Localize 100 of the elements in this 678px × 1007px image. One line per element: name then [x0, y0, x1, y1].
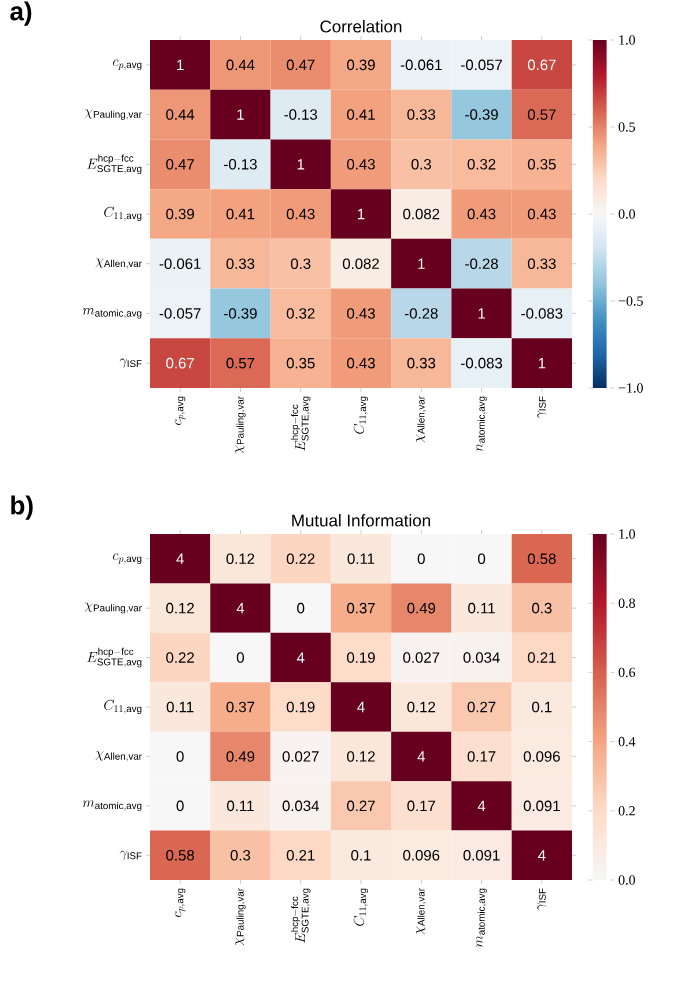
y-tick-label: $\gamma_{\mathrm{ISF}}$ — [119, 850, 142, 861]
y-tick-label: $\chi_{\mathrm{Allen,var}}$ — [95, 258, 142, 269]
data-label: 0.44 — [166, 109, 195, 120]
text: b) — [11, 495, 33, 520]
data-label: 1 — [538, 358, 546, 369]
data-label: 0.35 — [527, 158, 556, 170]
data-label: 0.35 — [286, 357, 315, 369]
color-bar-label: 0.2 — [618, 806, 635, 816]
x-tick-label: $E^{\mathrm{hcp-fcc}}_{\mathrm{SGTE,avg}}$ — [290, 888, 311, 943]
data-label: 4 — [357, 701, 365, 713]
data-label: 0.3 — [532, 602, 552, 614]
data-label: -0.083 — [461, 357, 503, 369]
data-label: 1 — [237, 109, 244, 120]
data-label: -0.083 — [521, 308, 563, 319]
data-label: -0.28 — [465, 258, 498, 269]
data-label: 1 — [478, 308, 485, 319]
data-label: -0.13 — [224, 158, 257, 170]
data-label: 4 — [417, 751, 426, 762]
x-tick-label: $\chi_{\mathrm{Allen,var}}$ — [416, 396, 427, 443]
chart-title: Correlation — [320, 20, 402, 33]
x-tick-label: $c_{p,\mathrm{avg}}$ — [174, 396, 186, 425]
data-label: 0.3 — [411, 158, 432, 170]
x-tick-label: $C_{11,\mathrm{avg}}$ — [353, 888, 368, 926]
data-label: 0.27 — [347, 800, 375, 812]
data-label: 0.43 — [286, 208, 315, 220]
data-label: 0.67 — [166, 357, 194, 369]
color-bar-label: 0.0 — [618, 875, 636, 885]
data-label: 0.33 — [527, 258, 556, 269]
color-bar-label: 0.6 — [618, 667, 636, 678]
data-label: 0.091 — [523, 800, 560, 812]
color-bar-label: 0.8 — [618, 598, 636, 608]
data-label: 0.43 — [527, 208, 556, 220]
data-label: 0.49 — [407, 602, 436, 614]
data-label: 0 — [478, 553, 486, 565]
data-label: 0 — [297, 602, 305, 614]
data-label: 0.41 — [347, 109, 375, 120]
data-label: 0 — [236, 652, 244, 663]
color-bar-label: 0.4 — [618, 736, 636, 747]
data-label: -0.061 — [159, 258, 201, 269]
color-bar-label: 1.0 — [619, 35, 636, 45]
data-label: 0.3 — [230, 850, 251, 861]
data-label: 0.47 — [166, 158, 194, 170]
data-label: 4 — [296, 652, 305, 663]
text: a) — [10, 1, 32, 26]
data-label: 0.33 — [407, 109, 436, 120]
data-label: 0.58 — [166, 850, 195, 861]
data-label: 0 — [417, 553, 425, 565]
x-tick-label: $E^{\mathrm{hcp-fcc}}_{\mathrm{SGTE,avg}}$ — [290, 396, 311, 451]
data-label: 0.58 — [527, 553, 556, 565]
data-label: 0.67 — [527, 59, 556, 71]
data-label: 0.11 — [166, 701, 194, 713]
data-label: 0.43 — [347, 357, 375, 369]
data-label: 0.33 — [407, 357, 436, 369]
data-label: 0.082 — [342, 258, 379, 269]
y-tick-label: $c_{p,\mathrm{avg}}$ — [112, 553, 142, 564]
data-label: 0.12 — [226, 553, 255, 565]
color-bar-label: 0.0 — [618, 209, 636, 219]
x-tick-label: $\chi_{\mathrm{Allen,var}}$ — [416, 888, 427, 935]
data-label: 0.44 — [226, 59, 255, 71]
data-label: 0 — [176, 800, 184, 812]
data-label: 1 — [357, 208, 365, 220]
x-tick-label: $n_{\mathrm{atomic,avg}}$ — [476, 396, 487, 452]
data-label: 0.1 — [351, 850, 371, 861]
data-label: 0.22 — [286, 553, 315, 565]
data-label: 0.027 — [403, 652, 440, 663]
data-label: 0.17 — [467, 751, 496, 762]
data-label: 4 — [176, 553, 184, 564]
data-label: 0.43 — [347, 158, 375, 170]
data-label: 0.27 — [467, 701, 496, 713]
data-label: 0.43 — [347, 308, 375, 319]
y-tick-label: $\gamma_{\mathrm{ISF}}$ — [119, 358, 142, 368]
data-label: 0.37 — [347, 602, 375, 614]
y-tick-label: $\chi_{\mathrm{Pauling,var}}$ — [84, 109, 142, 120]
data-label: 0.11 — [468, 602, 495, 614]
data-label: -0.39 — [224, 308, 257, 319]
data-label: 0.11 — [227, 800, 254, 812]
data-label: 4 — [538, 850, 546, 861]
x-tick-label: $\chi_{\mathrm{Pauling,var}}$ — [235, 396, 246, 454]
data-label: -0.057 — [159, 308, 201, 319]
data-label: 0 — [176, 751, 184, 762]
data-label: 0.1 — [532, 701, 552, 713]
data-label: 0.39 — [166, 208, 194, 220]
chart-title: Mutual Information — [292, 514, 430, 527]
data-label: 0.43 — [467, 208, 496, 220]
data-label: 0.32 — [467, 158, 496, 170]
data-label: 0.17 — [407, 800, 436, 812]
x-tick-label: $\chi_{\mathrm{Pauling,var}}$ — [235, 888, 246, 946]
color-bar-label: −1.0 — [618, 383, 643, 393]
x-tick-label: $\gamma_{\mathrm{ISF}}$ — [537, 888, 547, 911]
color-bar-label: 0.5 — [618, 122, 636, 132]
data-label: 1 — [418, 258, 425, 269]
y-tick-label: $c_{p,\mathrm{avg}}$ — [112, 59, 142, 71]
data-label: -0.057 — [461, 59, 503, 71]
data-label: 0.082 — [403, 208, 440, 220]
color-bar-label: −0.5 — [618, 296, 643, 306]
data-label: 0.096 — [523, 751, 560, 762]
data-label: 0.19 — [347, 652, 375, 663]
data-label: 0.12 — [166, 602, 194, 614]
y-tick-label: $C_{11,\mathrm{avg}}$ — [104, 699, 142, 714]
data-label: -0.28 — [404, 308, 438, 319]
